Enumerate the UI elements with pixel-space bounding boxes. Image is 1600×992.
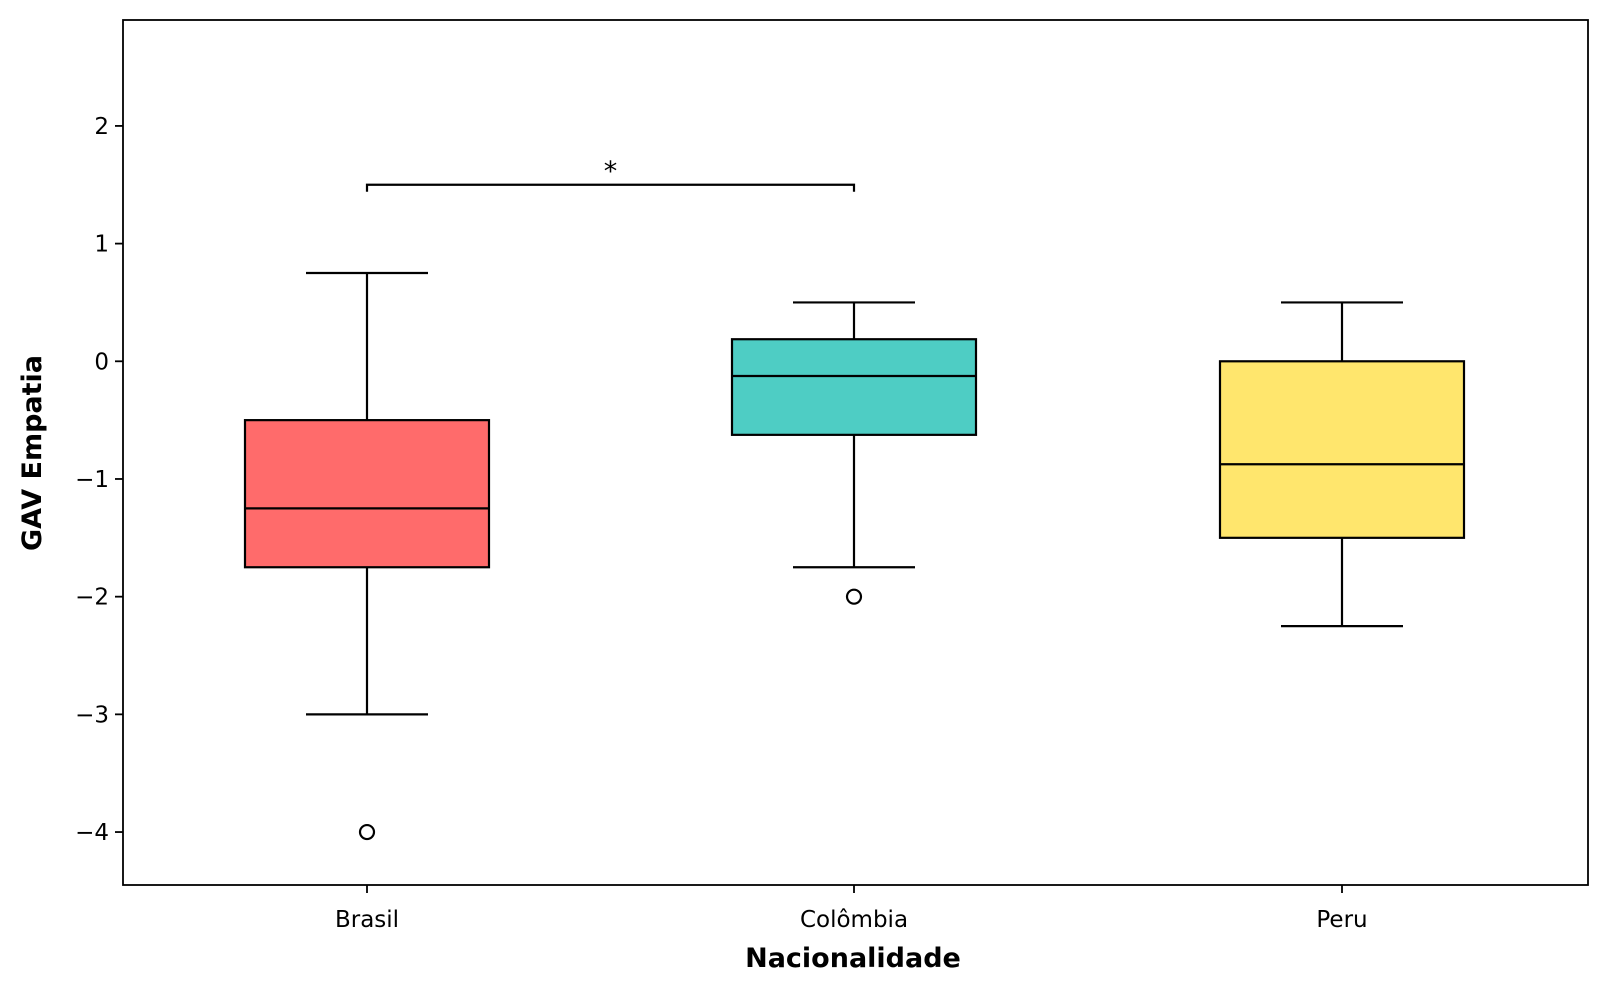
box-peru bbox=[1218, 301, 1466, 628]
significance-bracket: * bbox=[365, 156, 856, 192]
x-axis: Brasil Colômbia Peru bbox=[335, 885, 1368, 933]
y-tick-label: −3 bbox=[75, 702, 109, 728]
x-tick-label: Peru bbox=[1316, 907, 1367, 933]
y-axis-title: GAV Empatia bbox=[17, 355, 48, 551]
x-tick-label: Brasil bbox=[335, 907, 399, 933]
significance-line bbox=[365, 183, 856, 192]
plot-frame bbox=[122, 19, 1589, 886]
iqr-box-brasil bbox=[243, 419, 491, 569]
significance-label: * bbox=[604, 156, 618, 187]
y-tick-label: 1 bbox=[94, 232, 109, 258]
y-tick-label: −2 bbox=[75, 585, 109, 611]
box-colombia bbox=[730, 301, 978, 605]
y-tick-label: 0 bbox=[94, 349, 109, 375]
y-tick-label: 2 bbox=[94, 114, 109, 140]
x-tick-label: Colômbia bbox=[800, 907, 908, 933]
iqr-box-peru bbox=[1218, 360, 1466, 539]
outlier-point-colombia bbox=[845, 588, 863, 605]
plot-area: * bbox=[122, 19, 1589, 886]
y-tick-label: −1 bbox=[75, 467, 109, 493]
x-axis-title: Nacionalidade bbox=[745, 943, 961, 974]
y-axis: 2 1 0 −1 −2 −3 −4 bbox=[75, 114, 123, 846]
box-brasil bbox=[243, 271, 491, 841]
outlier-point-brasil bbox=[358, 823, 376, 841]
iqr-box-colombia bbox=[730, 338, 978, 436]
y-tick-label: −4 bbox=[75, 820, 109, 846]
